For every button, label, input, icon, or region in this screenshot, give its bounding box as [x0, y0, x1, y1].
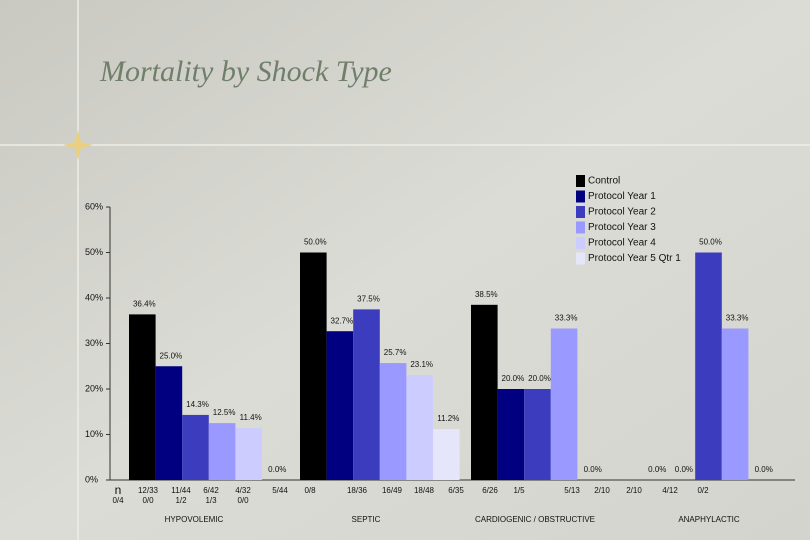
data-label: 0.0% — [675, 465, 693, 474]
n-label: 5/13 — [564, 486, 580, 495]
data-label: 37.5% — [357, 294, 380, 303]
x-category-label: HYPOVOLEMIC — [165, 515, 224, 524]
chart-title: Mortality by Shock Type — [99, 55, 392, 88]
data-label: 0.0% — [648, 465, 666, 474]
n-label: 12/33 — [138, 486, 159, 495]
data-label: 50.0% — [304, 238, 327, 247]
data-label: 25.7% — [384, 348, 407, 357]
x-category-label: CARDIOGENIC / OBSTRUCTIVE — [475, 515, 595, 524]
bar — [326, 331, 354, 480]
data-label: 0.0% — [584, 465, 602, 474]
data-label: 38.5% — [475, 290, 498, 299]
bar — [155, 366, 183, 480]
data-label: 20.0% — [528, 374, 551, 383]
bar — [695, 252, 722, 480]
decor-star — [63, 130, 93, 160]
bar — [182, 414, 209, 480]
n-label: 0/8 — [304, 486, 316, 495]
legend-swatch — [576, 175, 585, 187]
n-label: 18/36 — [347, 486, 368, 495]
y-tick-label: 60% — [85, 201, 103, 211]
data-label: 20.0% — [502, 374, 525, 383]
legend-label: Protocol Year 3 — [588, 222, 656, 233]
n-label: 0/4 — [112, 496, 124, 505]
y-tick-label: 50% — [85, 247, 103, 257]
bar — [300, 252, 327, 480]
data-label: 33.3% — [726, 314, 749, 323]
n-label: 4/32 — [235, 486, 251, 495]
y-tick-label: 10% — [85, 429, 103, 439]
bar — [471, 304, 498, 480]
data-label: 11.2% — [437, 414, 459, 423]
data-label: 0.0% — [755, 465, 773, 474]
n-label: n — [115, 483, 122, 497]
legend-label: Control — [588, 176, 620, 187]
legend-label: Protocol Year 1 — [588, 191, 656, 202]
data-label: 50.0% — [699, 238, 722, 247]
legend-swatch — [576, 190, 585, 203]
data-label: 33.3% — [555, 314, 578, 323]
data-label: 25.0% — [160, 351, 183, 360]
y-tick-label: 30% — [85, 338, 103, 348]
bar — [721, 328, 749, 480]
bar — [379, 363, 407, 480]
legend-swatch — [576, 206, 585, 218]
n-label: 18/48 — [414, 486, 435, 495]
bar — [235, 428, 262, 480]
x-category-label: SEPTIC — [352, 515, 381, 524]
n-label: 0/2 — [697, 486, 709, 495]
data-label: 36.4% — [133, 299, 156, 308]
y-tick-label: 0% — [85, 474, 98, 484]
bar — [208, 423, 236, 480]
data-label: 11.4% — [240, 413, 262, 422]
y-tick-label: 20% — [85, 383, 103, 393]
n-label: 6/42 — [203, 486, 219, 495]
n-label: 1/3 — [205, 496, 217, 505]
n-label: 11/44 — [171, 486, 191, 495]
data-label: 12.5% — [213, 408, 236, 417]
bar — [550, 328, 578, 480]
n-label: 2/10 — [626, 486, 642, 495]
y-tick-label: 40% — [85, 292, 103, 302]
n-label: 5/44 — [272, 486, 288, 495]
legend-swatch — [576, 237, 585, 249]
n-label: 16/49 — [382, 486, 403, 495]
n-label: 0/0 — [142, 496, 154, 505]
bar — [129, 314, 156, 480]
legend-label: Protocol Year 2 — [588, 207, 656, 218]
n-label: 4/12 — [662, 486, 678, 495]
legend-swatch — [576, 221, 585, 234]
n-label: 6/35 — [448, 486, 464, 495]
bar — [497, 389, 525, 480]
n-label: 1/2 — [175, 496, 187, 505]
data-label: 23.1% — [410, 360, 433, 369]
bar — [406, 374, 433, 480]
data-label: 14.3% — [186, 400, 209, 409]
x-category-label: ANAPHYLACTIC — [678, 515, 740, 524]
bar — [433, 429, 460, 480]
legend-swatch — [576, 252, 585, 265]
legend-label: Protocol Year 5 Qtr 1 — [588, 253, 681, 264]
bar — [353, 309, 380, 480]
n-label: 0/0 — [237, 496, 249, 505]
bar — [524, 389, 551, 480]
data-label: 0.0% — [268, 465, 286, 474]
legend-label: Protocol Year 4 — [588, 238, 656, 249]
n-label: 1/5 — [513, 486, 525, 495]
data-label: 32.7% — [331, 316, 354, 325]
n-label: 6/26 — [482, 486, 498, 495]
n-label: 2/10 — [594, 486, 610, 495]
